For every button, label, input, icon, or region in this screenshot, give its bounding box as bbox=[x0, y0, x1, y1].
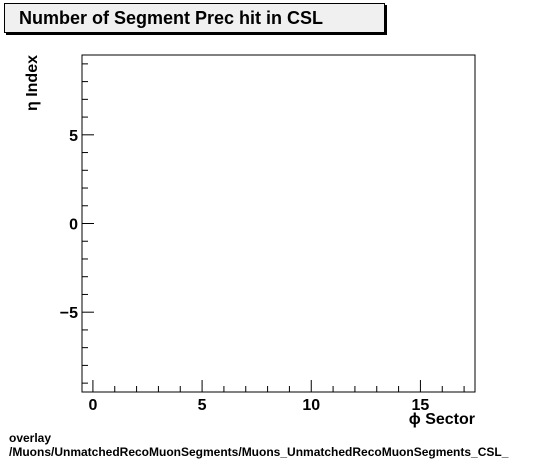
plot-area: 0 5 10 15 −5 0 5 ϕ Sector η Index bbox=[24, 54, 476, 428]
x-tick-label: 5 bbox=[198, 397, 207, 414]
x-tick-label: 10 bbox=[302, 397, 320, 414]
y-axis-label: η Index bbox=[24, 55, 41, 111]
plot-frame bbox=[81, 54, 476, 393]
chart-title: Number of Segment Prec hit in CSL bbox=[19, 8, 324, 28]
footer-path: overlay /Muons/UnmatchedRecoMuonSegments… bbox=[9, 431, 508, 459]
y-tick-label: 5 bbox=[69, 128, 78, 145]
footer-line-1: overlay bbox=[9, 431, 52, 445]
y-tick-label: 0 bbox=[69, 217, 78, 234]
footer-line-2: /Muons/UnmatchedRecoMuonSegments/Muons_U… bbox=[9, 445, 509, 459]
y-tick-label: −5 bbox=[60, 305, 78, 322]
x-tick-label: 0 bbox=[88, 397, 97, 414]
x-axis-label: ϕ Sector bbox=[409, 411, 475, 428]
x-tick-label: 15 bbox=[412, 397, 430, 414]
title-box: Number of Segment Prec hit in CSL bbox=[4, 3, 385, 33]
